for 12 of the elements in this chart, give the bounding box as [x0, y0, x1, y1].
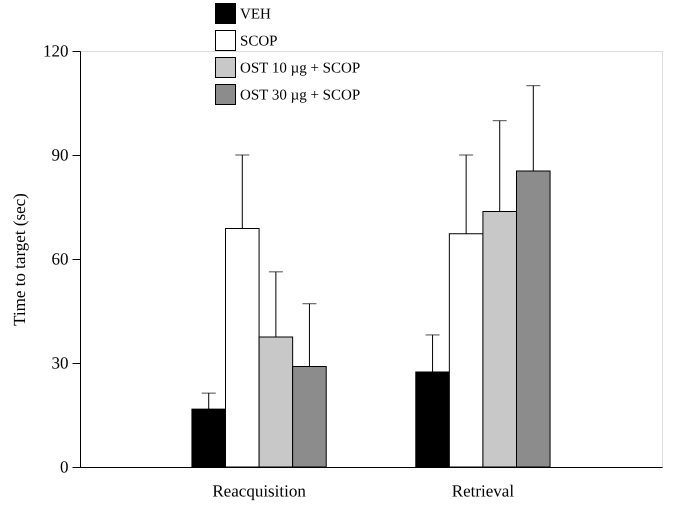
legend-label: SCOP [240, 34, 278, 50]
x-tick-label: Reacquisition [212, 482, 306, 500]
legend-label: OST 30 µg + SCOP [240, 88, 360, 104]
y-tick-label: 30 [52, 354, 68, 372]
y-tick-label: 60 [52, 250, 68, 268]
y-tick-label: 0 [60, 458, 68, 476]
y-tick-label: 90 [52, 146, 68, 164]
x-tick-label: Retrieval [452, 482, 514, 500]
y-tick-label: 120 [43, 42, 68, 60]
legend-label: OST 10 µg + SCOP [240, 60, 360, 76]
y-axis-title: Time to target (sec) [10, 193, 29, 326]
legend-label: VEH [240, 6, 271, 22]
